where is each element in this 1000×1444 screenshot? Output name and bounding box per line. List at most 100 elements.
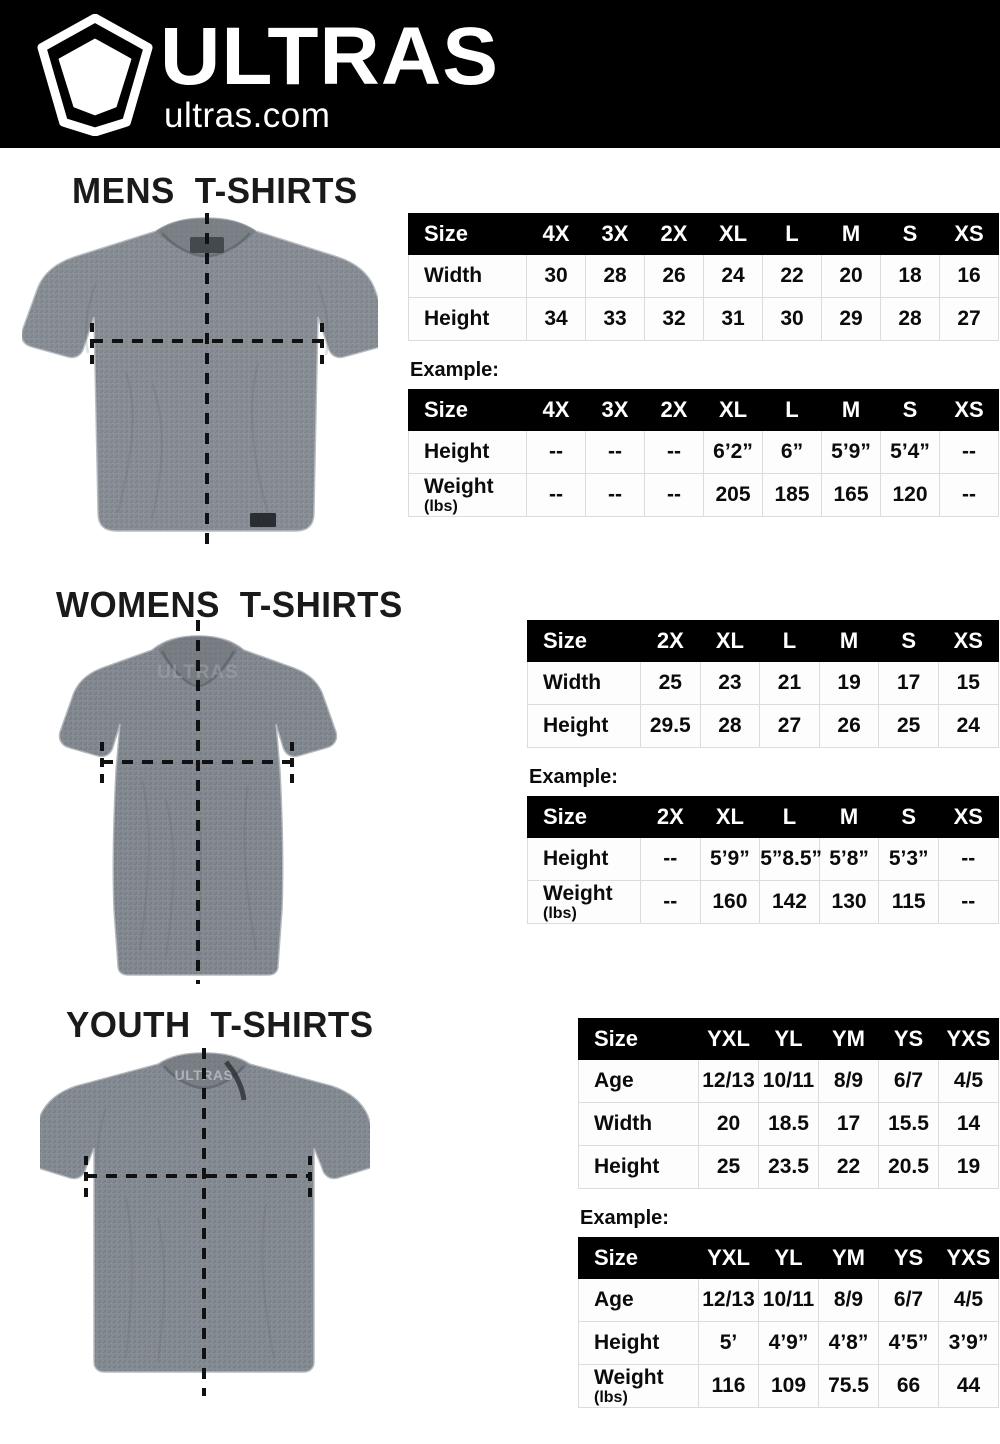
- column-header-4x: 4X: [526, 389, 586, 431]
- cell: 6/7: [878, 1278, 939, 1322]
- column-header-m: M: [818, 796, 880, 838]
- svg-text:ULTRAS: ULTRAS: [157, 662, 239, 683]
- cell: 5”8.5”: [759, 837, 822, 881]
- column-header-size: Size: [578, 1018, 699, 1060]
- cell: --: [939, 430, 999, 474]
- row-header-weight-unit: (lbs): [424, 497, 458, 515]
- cell: 5’8”: [818, 837, 880, 881]
- cell: 142: [759, 880, 820, 924]
- cell: 4’9”: [758, 1321, 819, 1365]
- column-header-yxs: YXS: [938, 1018, 999, 1060]
- cell: 15: [937, 661, 999, 705]
- row-header-width: Width: [527, 661, 641, 705]
- mens-tshirt-illustration: [22, 213, 378, 551]
- column-header-ym: YM: [818, 1237, 879, 1279]
- cell: 5’9”: [821, 430, 881, 474]
- row-header-height: Height: [578, 1145, 699, 1189]
- table-row: Age 12/13 10/11 8/9 6/7 4/5: [578, 1278, 999, 1322]
- row-header-height: Height: [408, 297, 527, 341]
- column-header-xs: XS: [937, 796, 999, 838]
- row-header-weight: Weight (lbs): [527, 880, 641, 924]
- cell: 28: [585, 254, 645, 298]
- cell: 22: [818, 1145, 879, 1189]
- cell: --: [939, 473, 999, 517]
- table-row: Height 5’ 4’9” 4’8” 4’5” 3’9”: [578, 1321, 999, 1365]
- mens-measurement-guides: [92, 213, 322, 551]
- column-header-yl: YL: [758, 1237, 819, 1279]
- mens-tshirt-figure: [22, 213, 378, 555]
- cell: 18: [880, 254, 940, 298]
- column-header-l: L: [759, 620, 820, 662]
- column-header-xl: XL: [703, 389, 763, 431]
- mens-example-table: Size 4X 3X 2X XL L M S XS Height -- -- -…: [408, 389, 999, 517]
- cell: 10/11: [758, 1059, 819, 1103]
- column-header-size: Size: [408, 213, 527, 255]
- mens-size-table: Size 4X 3X 2X XL L M S XS Width 30 28 26: [408, 213, 999, 341]
- cell: 5’9”: [699, 837, 761, 881]
- column-header-s: S: [878, 796, 939, 838]
- cell: 75.5: [818, 1364, 879, 1408]
- cell: 4/5: [938, 1278, 999, 1322]
- row-header-height: Height: [408, 430, 527, 474]
- cell: 26: [644, 254, 704, 298]
- section-heading-youth: YOUTH T-SHIRTS: [66, 1004, 374, 1045]
- column-header-yl: YL: [758, 1018, 819, 1060]
- table-header-row: Size YXL YL YM YS YXS: [578, 1018, 999, 1060]
- cell: 12/13: [698, 1278, 759, 1322]
- cell: 23: [699, 661, 761, 705]
- cell: 6”: [762, 430, 822, 474]
- column-header-ys: YS: [878, 1018, 939, 1060]
- cell: 4/5: [938, 1059, 999, 1103]
- row-header-age: Age: [578, 1278, 699, 1322]
- cell: 29: [821, 297, 881, 341]
- brand-name: ULTRAS: [160, 11, 500, 102]
- cell: 24: [703, 254, 763, 298]
- table-header-row: Size 2X XL L M S XS: [527, 620, 999, 662]
- cell: 33: [585, 297, 645, 341]
- column-header-4x: 4X: [526, 213, 586, 255]
- cell: 20: [821, 254, 881, 298]
- cell: 20: [698, 1102, 759, 1146]
- pentagon-shield-icon: [37, 14, 153, 136]
- youth-tshirt-figure: ULTRAS: [40, 1048, 370, 1400]
- womens-size-table: Size 2X XL L M S XS Width 25 23 21 19 17: [527, 620, 999, 748]
- cell: 29.5: [640, 704, 701, 748]
- cell: 25: [698, 1145, 759, 1189]
- column-header-s: S: [878, 620, 939, 662]
- youth-size-table: Size YXL YL YM YS YXS Age 12/13 10/11 8/…: [578, 1018, 999, 1189]
- section-youth: YOUTH T-SHIRTS: [0, 998, 1000, 1444]
- section-womens: WOMENS T-SHIRTS: [0, 578, 1000, 998]
- column-header-ym: YM: [818, 1018, 879, 1060]
- cell: 44: [938, 1364, 999, 1408]
- youth-tshirt-illustration: ULTRAS: [40, 1048, 370, 1396]
- cell: 27: [759, 704, 820, 748]
- row-header-width: Width: [578, 1102, 699, 1146]
- cell: 17: [878, 661, 939, 705]
- womens-tshirt-illustration: ULTRAS: [58, 620, 338, 984]
- section-heading-mens: MENS T-SHIRTS: [72, 170, 358, 211]
- column-header-l: L: [762, 213, 822, 255]
- cell: 30: [762, 297, 822, 341]
- table-header-row: Size 4X 3X 2X XL L M S XS: [408, 213, 999, 255]
- row-header-weight-unit: (lbs): [543, 904, 577, 922]
- cell: 18.5: [758, 1102, 819, 1146]
- column-header-xl: XL: [699, 620, 761, 662]
- section-heading-womens: WOMENS T-SHIRTS: [56, 584, 403, 625]
- cell: 5’4”: [880, 430, 940, 474]
- column-header-ys: YS: [878, 1237, 939, 1279]
- cell: 5’: [698, 1321, 759, 1365]
- example-label-youth: Example:: [580, 1207, 669, 1229]
- cell: 165: [821, 473, 881, 517]
- brand-text: ULTRAS ultras.com: [160, 14, 498, 134]
- column-header-xs: XS: [939, 213, 999, 255]
- cell: 205: [703, 473, 763, 517]
- column-header-s: S: [880, 213, 940, 255]
- cell: 185: [762, 473, 822, 517]
- cell: --: [937, 837, 999, 881]
- womens-tables: Size 2X XL L M S XS Width 25 23 21 19 17: [527, 620, 999, 924]
- cell: --: [526, 473, 586, 517]
- cell: 26: [818, 704, 880, 748]
- row-header-weight-main: Weight: [543, 881, 613, 905]
- cell: 3’9”: [938, 1321, 999, 1365]
- cell: --: [585, 473, 645, 517]
